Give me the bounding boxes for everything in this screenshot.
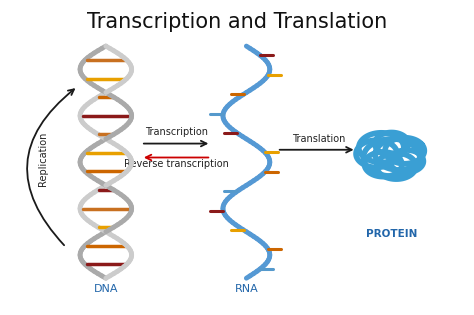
Text: DNA: DNA [93, 284, 118, 295]
Text: Reverse transcription: Reverse transcription [124, 159, 228, 169]
FancyArrowPatch shape [280, 147, 352, 152]
Text: Transcription: Transcription [145, 127, 208, 137]
Text: PROTEIN: PROTEIN [366, 229, 417, 239]
Text: Transcription and Translation: Transcription and Translation [87, 12, 387, 32]
FancyArrowPatch shape [146, 155, 209, 160]
Text: Translation: Translation [292, 134, 346, 144]
FancyArrowPatch shape [27, 89, 74, 245]
FancyArrowPatch shape [144, 141, 207, 146]
Text: Replication: Replication [37, 132, 47, 186]
Text: RNA: RNA [235, 284, 258, 295]
